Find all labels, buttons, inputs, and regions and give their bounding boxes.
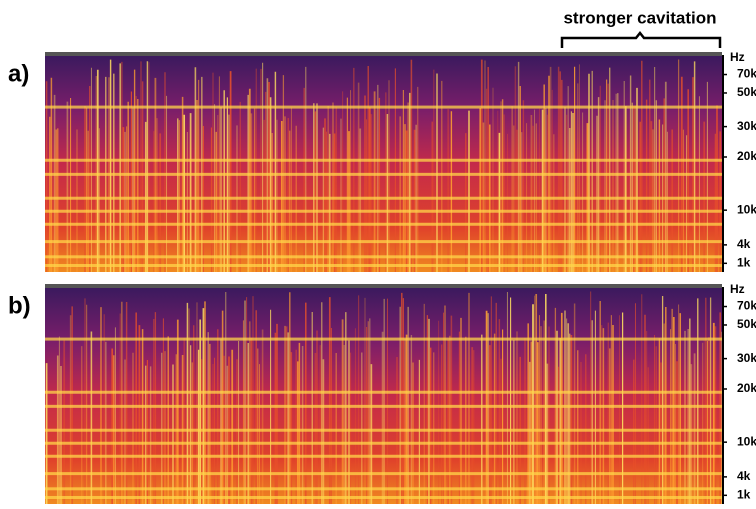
tick-label: 20k	[737, 381, 756, 395]
spectrogram-background	[45, 287, 722, 504]
harmonic-band	[45, 240, 722, 244]
harmonic-band	[45, 472, 722, 476]
tick-label: 4k	[737, 237, 751, 251]
panel-label: b)	[8, 292, 31, 319]
harmonic-band	[45, 158, 722, 162]
harmonic-band	[45, 487, 722, 491]
harmonic-band	[45, 172, 722, 176]
harmonic-band	[45, 255, 722, 259]
tick-label: 70k	[737, 299, 756, 313]
bracket	[560, 30, 722, 48]
harmonic-band	[45, 196, 722, 200]
top-bar	[45, 284, 722, 288]
tick-label: 50k	[737, 317, 756, 331]
tick-label: 70k	[737, 67, 756, 81]
harmonic-band	[45, 495, 722, 499]
harmonic-band	[45, 454, 722, 458]
spectrogram	[45, 284, 723, 504]
axis-unit: Hz	[730, 282, 745, 296]
harmonic-band	[45, 441, 722, 445]
spectrogram	[45, 52, 722, 272]
panel-label: a)	[8, 60, 29, 87]
harmonic-band	[45, 263, 722, 267]
harmonic-band	[45, 209, 722, 213]
harmonic-band	[45, 222, 722, 226]
harmonic-band	[45, 390, 722, 394]
top-bar	[45, 52, 722, 56]
harmonic-band	[45, 105, 722, 109]
tick-label: 4k	[737, 469, 751, 483]
axis-unit: Hz	[730, 50, 745, 64]
harmonic-band	[45, 404, 722, 408]
tick-label: 10k	[737, 202, 756, 216]
spectrogram-background	[45, 55, 722, 272]
tick-label: 30k	[737, 351, 756, 365]
tick-label: 20k	[737, 149, 756, 163]
tick-label: 1k	[737, 255, 751, 269]
tick-label: 10k	[737, 434, 756, 448]
tick-label: 50k	[737, 85, 756, 99]
harmonic-band	[45, 428, 722, 432]
tick-label: 1k	[737, 487, 751, 501]
harmonic-band	[45, 337, 722, 341]
annotation-title: stronger cavitation	[563, 8, 716, 27]
tick-label: 30k	[737, 119, 756, 133]
